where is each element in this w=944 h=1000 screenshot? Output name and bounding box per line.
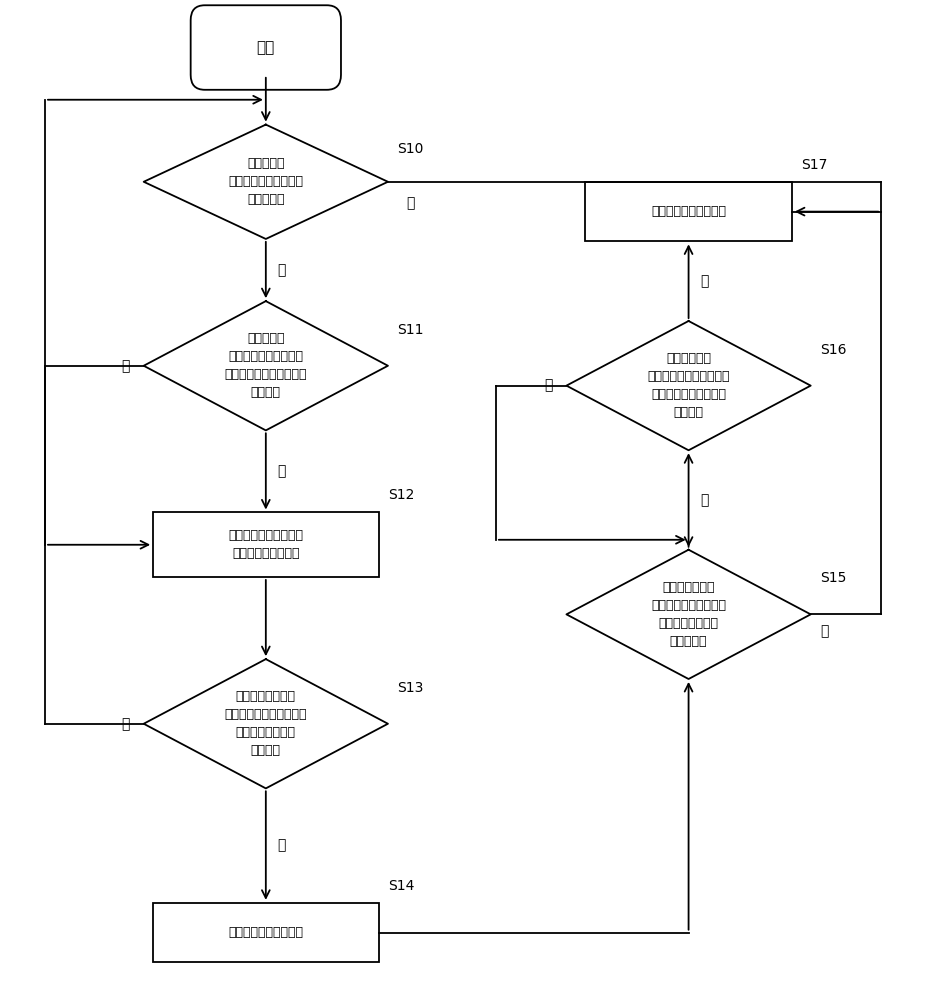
Text: S10: S10 (396, 142, 423, 156)
Polygon shape (143, 125, 388, 239)
Polygon shape (565, 321, 810, 450)
Bar (153, 512, 379, 577)
Text: 关闭热泵主机停止加热: 关闭热泵主机停止加热 (650, 205, 725, 218)
FancyBboxPatch shape (191, 5, 341, 90)
Text: 否: 否 (277, 263, 285, 277)
Text: 是: 是 (819, 624, 828, 638)
Polygon shape (565, 550, 810, 679)
Text: S16: S16 (819, 343, 846, 357)
Text: 是: 是 (277, 464, 285, 478)
Text: S11: S11 (396, 323, 424, 337)
Text: 开启循环水路中的水泵
并持续一段预设时间: 开启循环水路中的水泵 并持续一段预设时间 (228, 529, 303, 560)
Text: 根据所述辅助温度
传感器感测的水温判断是
否满足热泵主机的
开机条件: 根据所述辅助温度 传感器感测的水温判断是 否满足热泵主机的 开机条件 (225, 690, 307, 757)
Polygon shape (143, 659, 388, 788)
Polygon shape (143, 301, 388, 430)
Bar (153, 903, 379, 962)
Text: S13: S13 (396, 681, 423, 695)
Text: 是: 是 (406, 197, 414, 211)
Text: 是: 是 (700, 274, 707, 288)
Text: 否: 否 (544, 379, 552, 393)
Text: 开始: 开始 (257, 40, 275, 55)
Text: 根据所述主
温度传感器感测的水温
判断是否满足热泵主机的
开机条件: 根据所述主 温度传感器感测的水温 判断是否满足热泵主机的 开机条件 (225, 332, 307, 399)
Text: S14: S14 (388, 879, 413, 893)
Text: 检测安装在
水箱内的主温度传感器
是否有故障: 检测安装在 水箱内的主温度传感器 是否有故障 (228, 157, 303, 206)
Text: S15: S15 (819, 571, 846, 585)
Text: S17: S17 (801, 158, 827, 172)
Bar (584, 182, 791, 241)
Text: 是: 是 (277, 839, 285, 853)
Text: 根据所述辅助
温度传感器感测的水温判
断是否满足热泵主机的
停机条件: 根据所述辅助 温度传感器感测的水温判 断是否满足热泵主机的 停机条件 (647, 352, 729, 419)
Text: 根据所述主温度
传感器感测的水温判断
是否满足热泵主机
的停机条件: 根据所述主温度 传感器感测的水温判断 是否满足热泵主机 的停机条件 (650, 581, 725, 648)
Text: S12: S12 (388, 488, 413, 502)
Text: 否: 否 (121, 359, 129, 373)
Text: 否: 否 (121, 717, 129, 731)
Text: 开启热泵主机进行加热: 开启热泵主机进行加热 (228, 926, 303, 939)
Text: 否: 否 (700, 493, 707, 507)
